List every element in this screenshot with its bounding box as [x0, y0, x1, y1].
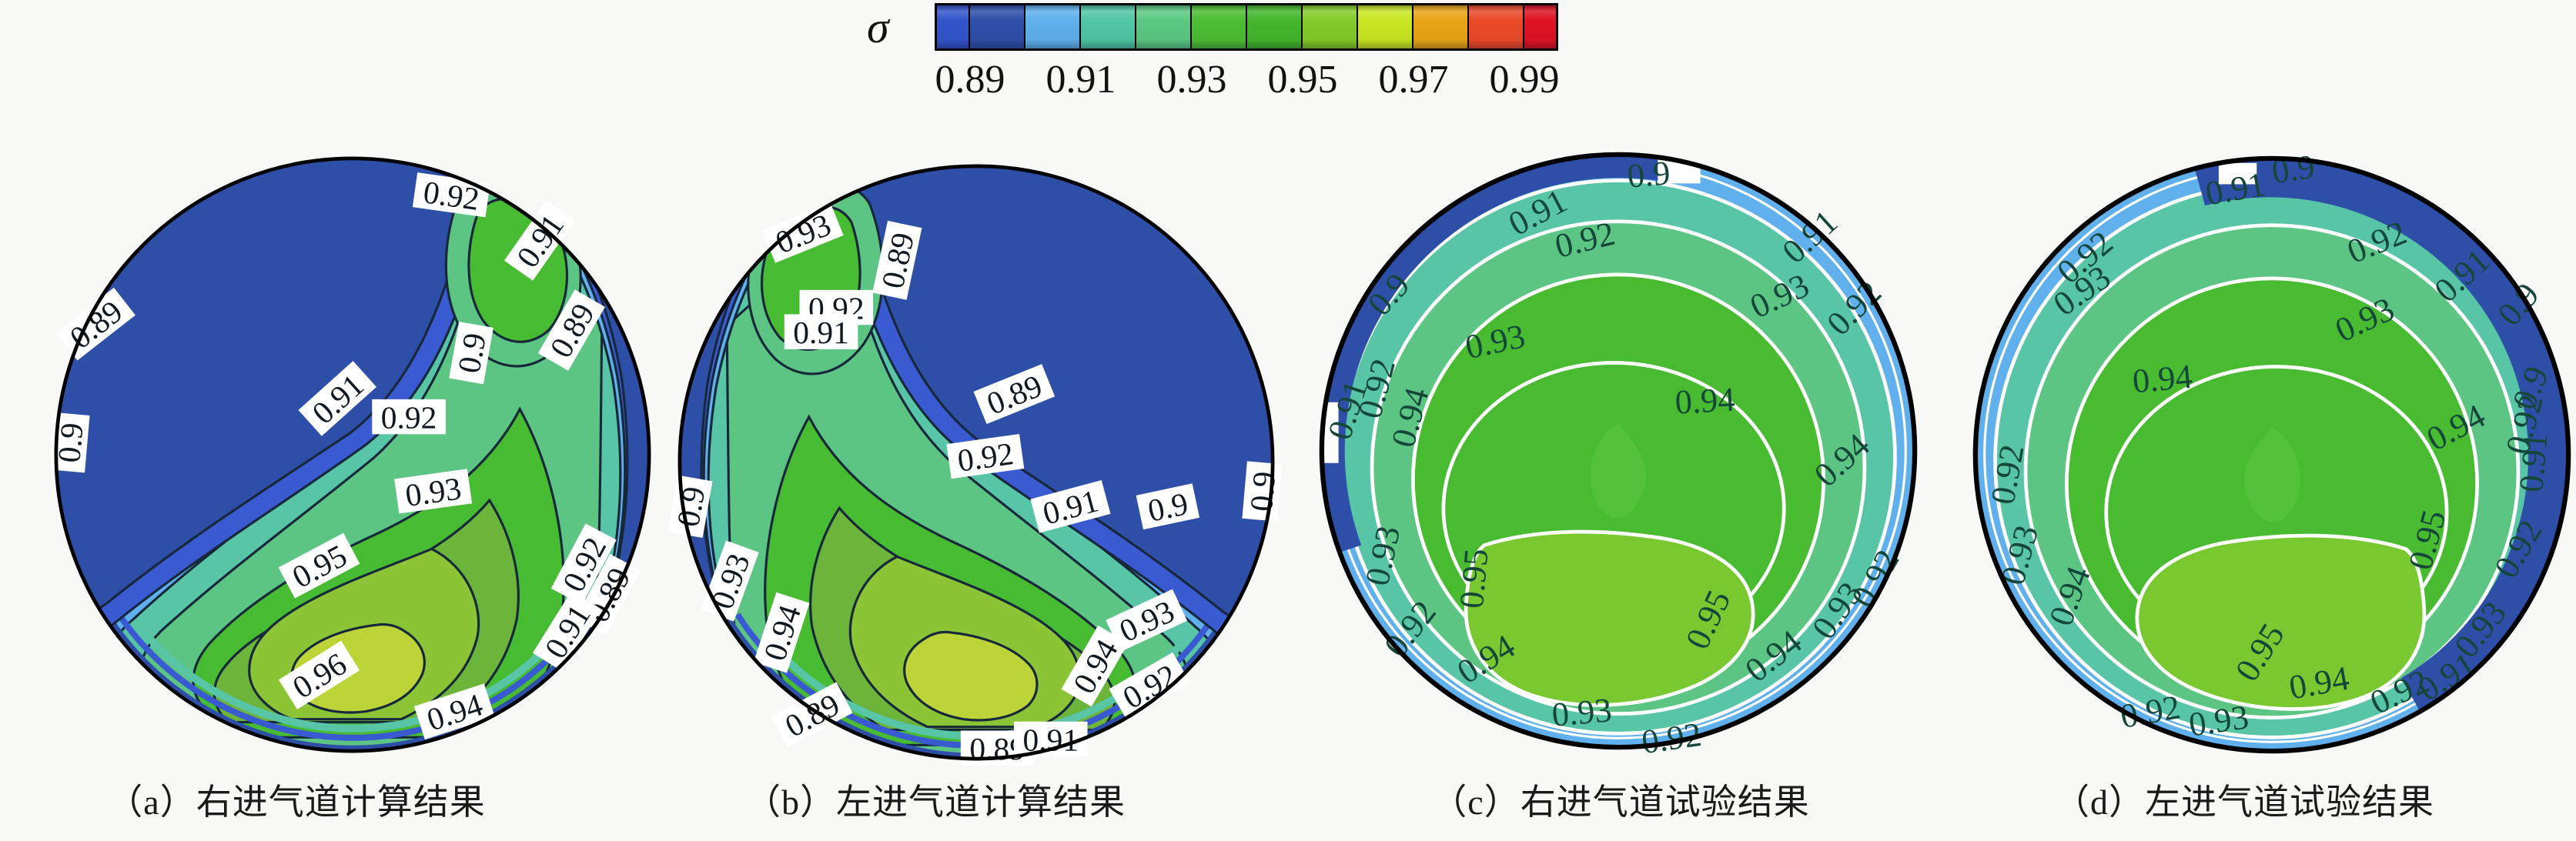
- svg-text:0.92: 0.92: [955, 436, 1015, 479]
- caption-plot-a: （a）右进气道计算结果: [107, 783, 486, 822]
- svg-text:0.9: 0.9: [451, 330, 493, 375]
- svg-text:0.94: 0.94: [1674, 380, 1735, 422]
- contour-region: [2218, 162, 2257, 185]
- colorbar-segment: [937, 5, 970, 48]
- svg-text:0.93: 0.93: [2186, 697, 2251, 743]
- svg-text:0.9: 0.9: [2270, 147, 2317, 191]
- colorbar-segment: [1025, 5, 1081, 48]
- colorbar-segment: [970, 5, 1025, 48]
- svg-text:0.94: 0.94: [2131, 357, 2194, 401]
- contour-plot-right-duct-experimental: 0.9 0.91 0.92 0.9 0.93 0.91 0.93 0.92 0.91 0.92 0.…: [1314, 147, 1922, 761]
- contour-label: 0.9: [2270, 147, 2317, 191]
- contour-region: [1321, 154, 1671, 553]
- contour-label: 0.92: [372, 399, 446, 435]
- contour-region: [2243, 427, 2300, 522]
- svg-text:0.9: 0.9: [670, 484, 711, 529]
- plot-outline: [1319, 152, 1918, 750]
- contour-region: [2194, 158, 2569, 713]
- colorbar-segment: [1303, 5, 1358, 48]
- contour-label: 0.93: [394, 469, 473, 514]
- colorbar-segment: [1136, 5, 1192, 48]
- contour-label: 0.93: [2186, 697, 2251, 743]
- caption-plot-d: （d）左进气道试验结果: [2054, 783, 2434, 822]
- contour-label: 0.91: [784, 314, 858, 350]
- colorbar-segment: [1413, 5, 1469, 48]
- colorbar-segment: [1524, 5, 1556, 48]
- contour-label: 0.95: [1452, 547, 1496, 610]
- contour-label: 0.9: [1136, 483, 1200, 530]
- svg-text:0.9: 0.9: [1145, 486, 1191, 529]
- colorbar-segment: [1469, 5, 1524, 48]
- colorbar-tick: 0.89: [935, 58, 1005, 102]
- contour-canvas-c: 0.90.910.920.90.930.910.93 0.920.910.920.…: [1319, 152, 1918, 761]
- contour-region: [2135, 533, 2427, 711]
- colorbar-tick: 0.93: [1156, 58, 1227, 102]
- colorbar-tick-labels: 0.89 0.91 0.93 0.95 0.97 0.99: [935, 57, 1561, 103]
- contour-plot-right-duct-computed: 0.89 0.9 0.91 0.92 0.93 0.95 0.96 0.94 0.92 0.89 0…: [49, 151, 657, 759]
- svg-text:0.93: 0.93: [403, 470, 463, 513]
- contour-region: [92, 590, 614, 750]
- contour-label: 0.9: [1242, 461, 1282, 522]
- svg-text:0.9: 0.9: [1243, 470, 1282, 513]
- colorbar-segment: [1358, 5, 1413, 48]
- colorbar-tick: 0.91: [1045, 58, 1116, 102]
- contour-label: 0.94: [1674, 380, 1735, 422]
- colorbar-tick: 0.95: [1267, 58, 1338, 102]
- contour-label: 0.91: [2511, 431, 2555, 494]
- contour-plot-left-duct-experimental: 0.9 0.91 0.92 0.91 0.9 0.92 0.93 0.93 0.94 0.94 0.…: [1968, 147, 2576, 759]
- svg-text:0.91: 0.91: [2511, 431, 2555, 494]
- svg-text:0.91: 0.91: [1022, 722, 1079, 757]
- svg-text:0.92: 0.92: [421, 174, 481, 217]
- contour-region: [1464, 529, 1755, 707]
- colorbar-segment: [1081, 5, 1136, 48]
- svg-text:0.93: 0.93: [1551, 690, 1614, 734]
- contour-region: [1590, 423, 1647, 519]
- contour-region: [111, 605, 594, 741]
- colorbar-segment: [1192, 5, 1247, 48]
- contour-plot-left-duct-computed: 0.93 0.89 0.92 0.91 0.89 0.92 0.91 0.9 0.9 0.9 0.9…: [667, 159, 1282, 766]
- svg-text:0.95: 0.95: [1452, 547, 1496, 610]
- colorbar-segment: [1247, 5, 1303, 48]
- colorbar-gradient: [935, 3, 1558, 51]
- svg-text:0.92: 0.92: [381, 399, 437, 435]
- contour-canvas-a: 0.890.90.91 0.920.930.950.960.940.920.890…: [49, 156, 651, 753]
- contour-label: 0.92: [946, 433, 1025, 479]
- contour-region: [135, 622, 570, 733]
- caption-plot-c: （c）右进气道试验结果: [1431, 783, 1810, 822]
- colorbar-tick: 0.97: [1378, 58, 1449, 102]
- contour-label: 0.94: [2131, 357, 2194, 401]
- plot-outline: [677, 164, 1275, 761]
- svg-text:0.91: 0.91: [793, 315, 849, 350]
- contour-label: 0.9: [449, 321, 493, 385]
- colorbar-variable-label: σ: [867, 2, 889, 52]
- contour-label: 0.93: [1551, 690, 1614, 734]
- plot-outline: [1972, 155, 2571, 754]
- plot-outline: [54, 156, 651, 753]
- colorbar-tick: 0.99: [1489, 58, 1560, 102]
- contour-canvas-d: 0.90.910.92 0.910.90.920.93 0.930.940.940.…: [1972, 147, 2571, 754]
- contour-region: [903, 630, 1039, 722]
- caption-plot-b: （b）左进气道计算结果: [745, 783, 1126, 822]
- contour-canvas-b: 0.93 0.890.920.910.890.920.91 0.9 0.90.90.9…: [667, 164, 1282, 766]
- colorbar: σ 0.89 0.91 0.93 0.95 0.97 0.99: [0, 0, 2576, 108]
